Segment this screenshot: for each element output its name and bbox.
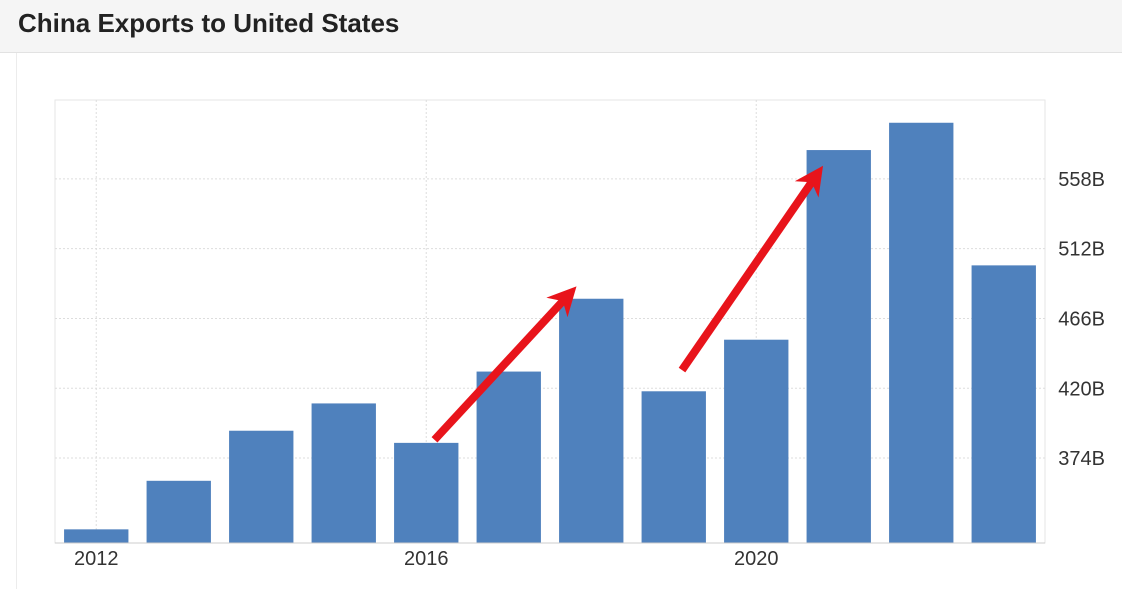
bar-2019 bbox=[641, 391, 706, 543]
x-tick-label: 2020 bbox=[734, 548, 779, 570]
bar-2018 bbox=[559, 298, 624, 543]
bar-2022 bbox=[889, 122, 954, 544]
y-tick-label: 466B bbox=[1058, 308, 1105, 330]
chart-header: China Exports to United States bbox=[0, 0, 1122, 53]
bars-layer bbox=[64, 122, 1036, 544]
chart-panel bbox=[16, 53, 1122, 589]
grid-layer bbox=[54, 99, 1046, 544]
axis-layer: 374B 420B 466B 512B 558B 2012 2016 2020 bbox=[55, 169, 1105, 570]
bar-2015 bbox=[311, 403, 376, 543]
bar-2016 bbox=[394, 442, 459, 543]
y-tick-label: 558B bbox=[1058, 169, 1105, 191]
bar-2021 bbox=[806, 150, 871, 543]
trend-arrow-1 bbox=[431, 286, 577, 443]
bar-2017 bbox=[476, 371, 541, 543]
y-tick-label: 374B bbox=[1058, 448, 1105, 470]
y-tick-label: 420B bbox=[1058, 378, 1105, 400]
page-title: China Exports to United States bbox=[18, 8, 400, 38]
bar-2023 bbox=[971, 265, 1036, 543]
annotation-layer bbox=[431, 165, 824, 443]
x-tick-label: 2012 bbox=[74, 548, 119, 570]
y-tick-label: 512B bbox=[1058, 239, 1105, 261]
x-tick-label: 2016 bbox=[404, 548, 449, 570]
trend-arrow-2 bbox=[678, 165, 824, 373]
bar-2020 bbox=[724, 339, 789, 543]
bar-2013 bbox=[146, 480, 211, 543]
bar-2012 bbox=[64, 529, 129, 543]
bar-2014 bbox=[229, 430, 294, 543]
